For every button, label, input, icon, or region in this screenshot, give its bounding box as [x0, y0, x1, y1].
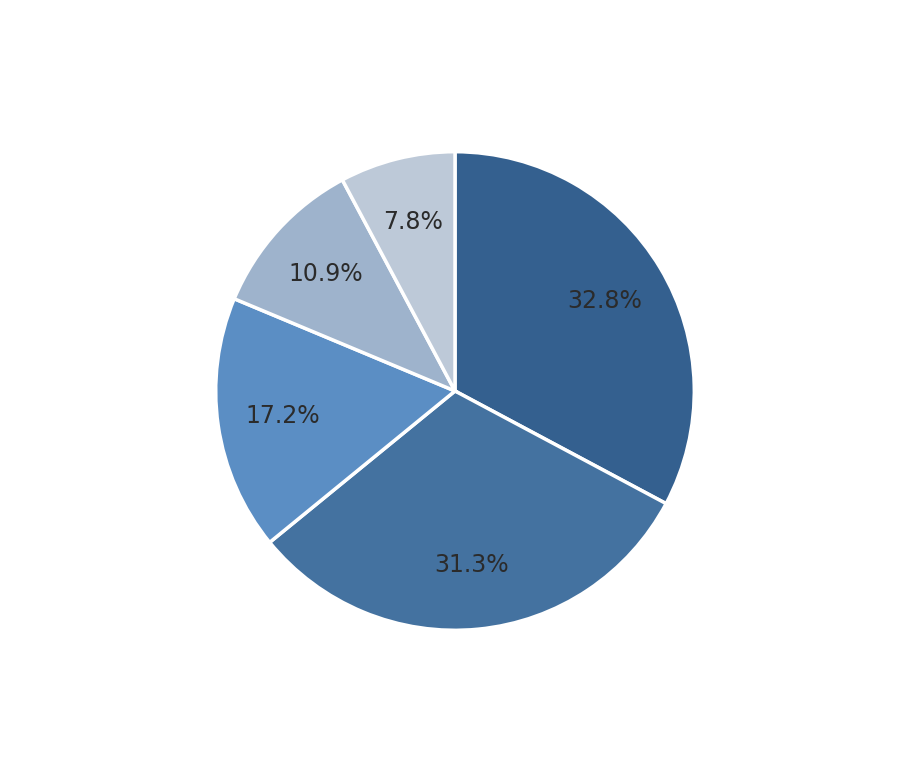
Wedge shape — [269, 391, 666, 630]
Text: 17.2%: 17.2% — [245, 404, 319, 428]
Wedge shape — [342, 152, 455, 391]
Text: 32.8%: 32.8% — [567, 289, 642, 314]
Wedge shape — [455, 152, 694, 504]
Text: 31.3%: 31.3% — [435, 553, 510, 576]
Text: 10.9%: 10.9% — [288, 261, 363, 285]
Text: 7.8%: 7.8% — [383, 210, 442, 234]
Wedge shape — [234, 180, 455, 391]
Wedge shape — [216, 299, 455, 543]
